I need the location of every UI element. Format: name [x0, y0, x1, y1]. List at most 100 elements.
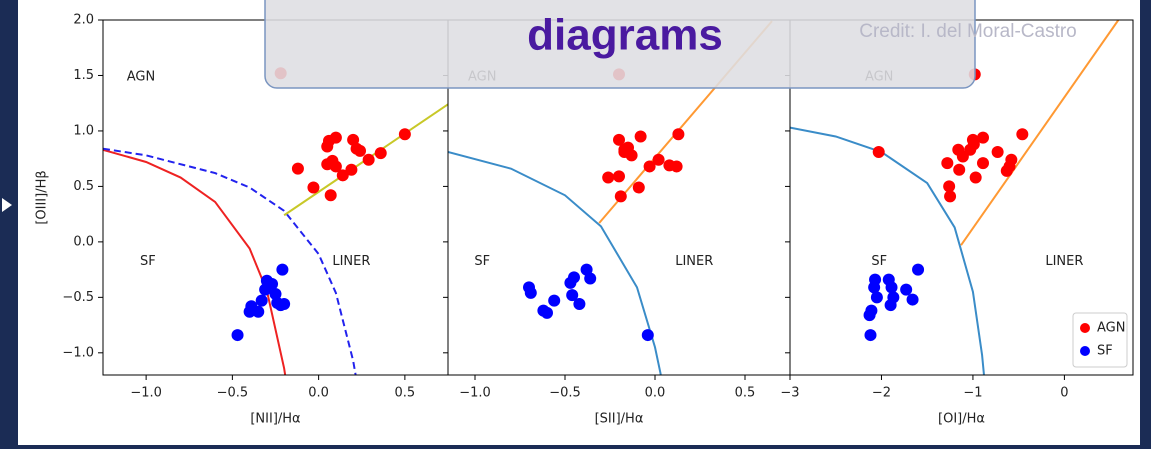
x-tick-label: 0.0	[308, 386, 329, 401]
x-axis-label: [NII]/Hα	[250, 412, 300, 427]
x-tick-label: −1.0	[459, 386, 491, 401]
data-point	[885, 281, 898, 294]
y-tick-label: −0.5	[62, 290, 94, 305]
x-tick-label: −2	[872, 386, 891, 401]
data-point	[541, 306, 553, 319]
data-point	[884, 299, 897, 312]
title-box	[264, 0, 976, 89]
data-point	[967, 138, 980, 151]
data-point	[566, 289, 579, 302]
y-tick-label: 0.5	[73, 179, 94, 194]
data-point	[269, 288, 282, 301]
y-tick-label: 1.5	[73, 68, 94, 83]
data-point	[255, 294, 268, 307]
data-point	[634, 130, 647, 143]
y-tick-label: 0.0	[73, 234, 94, 249]
data-point	[1016, 128, 1029, 141]
arrow-decoration	[2, 198, 12, 212]
data-point	[863, 309, 876, 322]
data-point	[943, 180, 956, 193]
data-point	[345, 163, 358, 176]
x-tick-label: −0.5	[217, 386, 249, 401]
y-tick-label: 2.0	[73, 13, 94, 28]
boundary-line	[790, 126, 985, 375]
y-axis-label: [OIII]/Hβ	[35, 170, 50, 224]
data-point	[991, 146, 1004, 159]
data-point	[278, 298, 291, 310]
plot-area	[790, 20, 1120, 375]
data-point	[374, 147, 387, 160]
data-point	[872, 146, 885, 159]
data-point	[1005, 153, 1018, 166]
x-axis-label: [SII]/Hα	[595, 412, 644, 427]
credit: Credit: I. del Moral-Castro	[859, 21, 1077, 42]
x-axis-label: [OI]/Hα	[938, 412, 985, 427]
data-point	[324, 189, 337, 202]
region-label: LINER	[1045, 254, 1083, 269]
data-point	[602, 171, 615, 184]
data-point	[956, 150, 969, 163]
legend-label: AGN	[1097, 321, 1125, 336]
panel: −3 −2 −1 0 [OI]/Hα AGN SF LINER AGN SF	[780, 19, 1134, 427]
data-point	[618, 146, 631, 159]
data-point	[266, 278, 279, 291]
x-tick-label: 0	[1060, 386, 1068, 401]
data-point	[231, 329, 244, 342]
data-point	[912, 263, 925, 276]
plot-area	[448, 20, 773, 375]
data-point	[326, 154, 339, 167]
region-label: SF	[474, 254, 490, 269]
data-point	[347, 133, 360, 146]
y-tick-label: −1.0	[62, 345, 94, 360]
region-label: LINER	[675, 254, 713, 269]
data-point	[568, 271, 580, 284]
data-point	[307, 181, 320, 194]
data-point	[870, 291, 883, 304]
legend-label: SF	[1097, 344, 1113, 359]
data-point	[652, 153, 665, 166]
data-point	[584, 272, 597, 285]
data-point	[548, 294, 561, 307]
data-point	[944, 190, 957, 203]
boundary-line	[448, 151, 662, 375]
boundary-line	[103, 148, 287, 375]
data-point	[291, 162, 304, 175]
data-point	[632, 181, 645, 194]
data-point	[976, 157, 989, 170]
data-point	[906, 293, 919, 306]
data-point	[941, 157, 954, 170]
data-point	[524, 286, 537, 299]
data-point	[354, 144, 367, 157]
x-tick-label: 0.5	[735, 386, 756, 401]
legend-marker	[1080, 323, 1090, 333]
data-point	[900, 283, 913, 296]
data-point	[953, 163, 966, 176]
legend: AGN SF	[1072, 312, 1128, 368]
data-point	[672, 128, 685, 141]
region-label: AGN	[127, 69, 155, 84]
region-label: SF	[140, 254, 156, 269]
slide-title: diagrams	[527, 11, 723, 60]
data-point	[976, 131, 989, 144]
data-point	[336, 169, 349, 182]
region-label: SF	[871, 254, 887, 269]
data-point	[573, 298, 586, 310]
y-tick-label: 1.0	[73, 123, 94, 138]
data-point	[868, 281, 881, 294]
data-point	[276, 263, 289, 276]
x-tick-label: −3	[780, 386, 799, 401]
data-point	[614, 190, 627, 203]
x-tick-label: 0.0	[645, 386, 666, 401]
data-point	[252, 305, 265, 318]
x-tick-label: −1.0	[130, 386, 162, 401]
data-point	[398, 128, 411, 141]
data-point	[362, 153, 375, 166]
x-tick-label: 0.5	[395, 386, 416, 401]
data-point	[1000, 164, 1013, 177]
boundary-line	[960, 20, 1120, 246]
data-point	[643, 160, 656, 173]
data-point	[613, 170, 625, 183]
data-point	[321, 140, 334, 153]
